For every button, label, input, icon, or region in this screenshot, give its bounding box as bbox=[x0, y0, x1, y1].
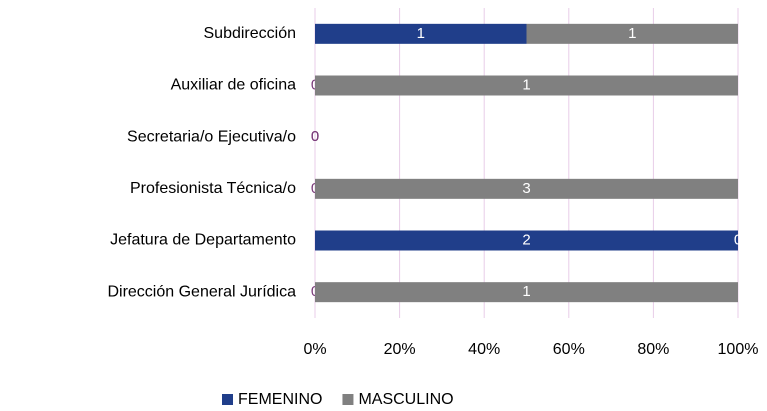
x-tick-label: 100% bbox=[718, 341, 759, 358]
value-label: 0 bbox=[311, 128, 319, 145]
category-label: Auxiliar de oficina bbox=[171, 77, 297, 94]
x-tick-label: 60% bbox=[553, 341, 585, 358]
bar-segment bbox=[315, 75, 738, 96]
category-label: Jefatura de Departamento bbox=[110, 232, 296, 249]
category-label: Subdirección bbox=[204, 25, 297, 42]
value-label: 1 bbox=[522, 283, 530, 300]
x-tick-label: 0% bbox=[303, 341, 326, 358]
bar-segment bbox=[315, 178, 738, 199]
value-label: 0 bbox=[311, 128, 319, 145]
bar-segment bbox=[315, 282, 738, 303]
bar-segment bbox=[315, 23, 527, 44]
value-label: 1 bbox=[522, 76, 530, 93]
value-label: 1 bbox=[628, 25, 636, 42]
legend-swatch bbox=[342, 394, 354, 405]
bar-segment bbox=[526, 23, 738, 44]
legend-label: FEMENINO bbox=[238, 391, 322, 408]
value-label: 2 bbox=[522, 231, 530, 248]
category-label: Profesionista Técnica/o bbox=[130, 180, 296, 197]
value-label: 0 bbox=[734, 231, 742, 248]
x-tick-label: 40% bbox=[468, 341, 500, 358]
x-tick-label: 80% bbox=[637, 341, 669, 358]
value-label: 1 bbox=[417, 25, 425, 42]
value-label: 3 bbox=[522, 180, 530, 197]
legend-swatch bbox=[222, 394, 233, 405]
category-label: Dirección General Jurídica bbox=[107, 283, 296, 300]
bar-segment bbox=[315, 230, 738, 251]
category-label: Secretaria/o Ejecutiva/o bbox=[127, 128, 296, 145]
legend-label: MASCULINO bbox=[358, 391, 453, 408]
x-tick-label: 20% bbox=[384, 341, 416, 358]
